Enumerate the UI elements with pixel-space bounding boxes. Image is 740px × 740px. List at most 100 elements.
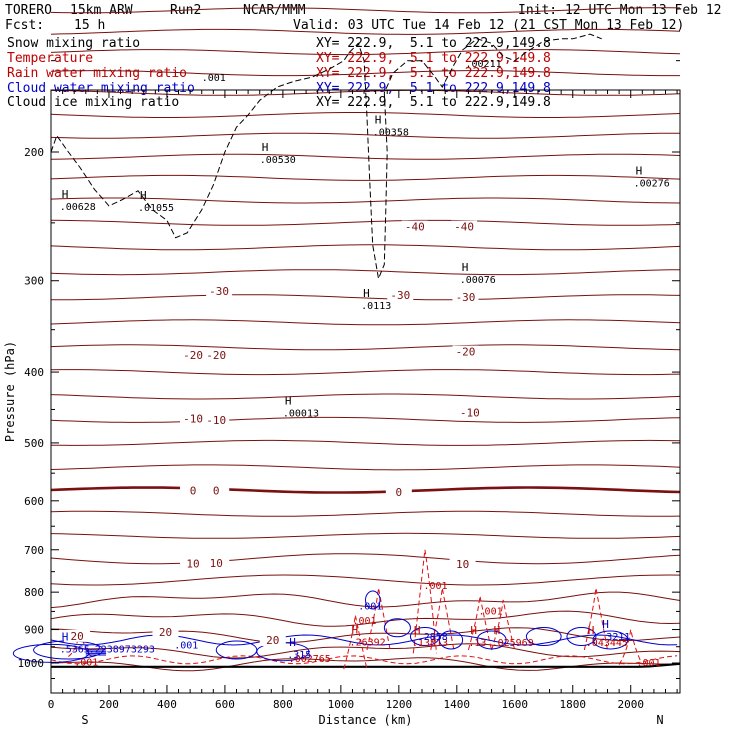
isotherm-label-bg bbox=[203, 413, 230, 426]
isotherm-label-bg bbox=[401, 220, 428, 233]
contour-high-marker: H bbox=[588, 624, 595, 637]
header-init: Init: 12 UTC Mon 13 Feb 12 bbox=[518, 3, 722, 18]
contour-annotation: .00076 bbox=[460, 275, 496, 286]
isotherm-label-bg bbox=[180, 557, 207, 570]
contour-high-marker: H bbox=[375, 114, 382, 127]
x-tick-label: 200 bbox=[99, 698, 119, 711]
y-tick-label: 600 bbox=[24, 495, 44, 508]
isotherm-line bbox=[50, 574, 681, 586]
contour-annotation: .13 bbox=[468, 638, 486, 649]
x-axis-title: Distance (km) bbox=[319, 713, 413, 727]
isotherm-label: -30 bbox=[390, 289, 410, 302]
rain-contour bbox=[50, 655, 678, 665]
contour-annotation: .043445 bbox=[586, 638, 628, 649]
isotherm-label: 0 bbox=[190, 485, 197, 498]
isotherm-label-bg bbox=[152, 626, 179, 639]
isotherm-label-bg bbox=[180, 412, 207, 425]
contour-annotation: .00628 bbox=[60, 202, 96, 213]
contour-high-marker: H bbox=[285, 394, 292, 407]
contour-annotation: .2858 bbox=[418, 632, 448, 643]
isotherm-label: -10 bbox=[460, 406, 480, 419]
isotherm-line bbox=[50, 219, 681, 226]
contour-annotation: .3211 bbox=[600, 632, 630, 643]
x-tick-label: 1200 bbox=[386, 698, 413, 711]
contour-annotation: .2238973293 bbox=[89, 644, 155, 655]
contour-annotation: .00211 bbox=[466, 59, 502, 70]
isotherm-label: -30 bbox=[456, 291, 476, 304]
isotherm-line bbox=[50, 532, 681, 539]
y-tick-label: 300 bbox=[24, 275, 44, 288]
contour-annotation: .0113 bbox=[361, 301, 391, 312]
isotherm-line bbox=[50, 369, 681, 376]
isotherm-line bbox=[50, 344, 681, 351]
contour-annotation: .001 bbox=[637, 658, 661, 669]
contour-high-marker: H bbox=[470, 624, 477, 637]
isotherm-line bbox=[50, 28, 681, 35]
y-tick-label: 400 bbox=[24, 366, 44, 379]
isotherm-line bbox=[50, 197, 681, 204]
isotherm-line bbox=[50, 319, 681, 326]
x-tick-label: 1800 bbox=[560, 698, 587, 711]
contour-annotation: .00530 bbox=[260, 155, 296, 166]
contour-high-marker: H bbox=[494, 624, 501, 637]
isotherm-line bbox=[50, 132, 680, 139]
y-tick-label: 200 bbox=[24, 146, 44, 159]
isotherm-label: -20 bbox=[456, 346, 476, 359]
isotherm-label-bg bbox=[206, 285, 233, 298]
isotherm-line bbox=[50, 269, 681, 276]
isotherm-layer bbox=[50, 7, 681, 672]
x-tick-label: 1400 bbox=[444, 698, 471, 711]
contour-high-marker: H bbox=[289, 636, 296, 649]
isotherm-label: 0 bbox=[396, 486, 403, 499]
isotherm-label: 0 bbox=[213, 485, 220, 498]
isotherm-label-bg bbox=[180, 348, 207, 361]
rain-contour bbox=[491, 599, 516, 651]
contour-annotation: .025969 bbox=[492, 638, 534, 649]
contour-annotation: .001 bbox=[423, 581, 447, 592]
y-tick-label: 800 bbox=[24, 586, 44, 599]
rain-contour bbox=[467, 596, 493, 651]
cloud-water-cell bbox=[383, 618, 411, 638]
contour-annotation: .5365 bbox=[60, 644, 90, 655]
isotherm-label-bg bbox=[64, 629, 91, 642]
header-resolution: 15km ARW bbox=[70, 3, 133, 18]
header-model: TORERO bbox=[5, 3, 52, 18]
isotherm-line bbox=[50, 553, 681, 565]
contour-high-marker: H bbox=[62, 188, 69, 201]
y-tick-label: 1000 bbox=[18, 657, 45, 670]
header-valid: Valid: 03 UTC Tue 14 Feb 12 (21 CST Mon … bbox=[293, 18, 685, 33]
isotherm-line bbox=[50, 591, 681, 609]
isotherm-line bbox=[50, 439, 681, 446]
isotherm-line bbox=[50, 244, 681, 251]
cloud-water-cell bbox=[566, 627, 597, 647]
x-tick-label: 600 bbox=[215, 698, 235, 711]
contour-high-marker: H bbox=[363, 287, 370, 300]
isotherm-label-bg bbox=[180, 484, 207, 497]
labels-layer: -40 -40-30 -30 -30-20 -20 -20-10 -10-100 0 010 10… bbox=[60, 59, 670, 669]
isotherm-label: -40 bbox=[405, 221, 425, 234]
y-axis-title: Pressure (hPa) bbox=[3, 341, 17, 442]
cloud-water-cell bbox=[409, 627, 440, 647]
y-tick-label: 700 bbox=[24, 544, 44, 557]
contour-annotation: .001 bbox=[352, 616, 376, 627]
cloud-water-cell bbox=[525, 627, 562, 647]
contour-high-marker: H bbox=[462, 261, 469, 274]
isotherm-line bbox=[50, 70, 680, 77]
header-fcst-label: Fcst: bbox=[5, 18, 45, 33]
isotherm-line bbox=[50, 7, 681, 14]
contour-annotation: .001 bbox=[74, 658, 98, 669]
isotherm-label-bg bbox=[203, 348, 230, 361]
isotherm-line bbox=[50, 643, 681, 659]
contour-annotation: .26392 bbox=[350, 637, 386, 648]
header-org: NCAR/MMM bbox=[243, 3, 306, 18]
isotherm-label-bg bbox=[387, 289, 414, 302]
isotherm-label: -10 bbox=[206, 414, 226, 427]
isotherm-line bbox=[50, 153, 681, 160]
rain-contour bbox=[583, 588, 609, 651]
isotherm-label: -40 bbox=[454, 221, 474, 234]
isotherm-label-bg bbox=[385, 486, 412, 499]
isotherm-label-bg bbox=[452, 291, 479, 304]
isotherm-label-bg bbox=[449, 557, 476, 570]
contour-high-marker: H bbox=[602, 618, 609, 631]
